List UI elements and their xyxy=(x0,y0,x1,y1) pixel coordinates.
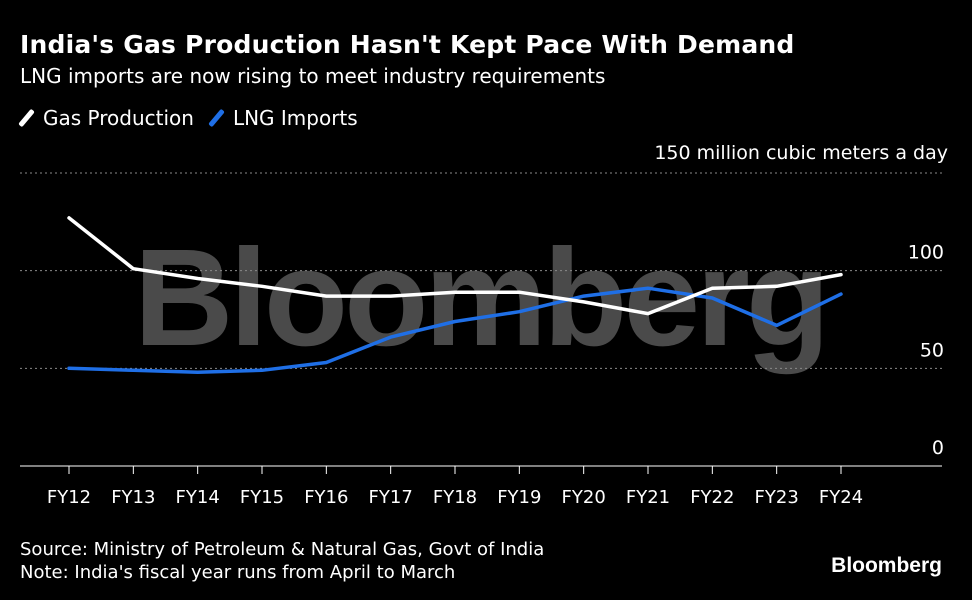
source-note: Source: Ministry of Petroleum & Natural … xyxy=(20,539,545,560)
y-tick-label-100: 100 xyxy=(908,242,944,264)
x-tick-label-FY17: FY17 xyxy=(369,487,413,508)
x-tick-label-FY15: FY15 xyxy=(240,487,284,508)
bloomberg-logo: Bloomberg xyxy=(831,554,942,577)
bloomberg-watermark: Bloomberg xyxy=(134,221,826,375)
legend-item-lng-imports: LNG Imports xyxy=(208,106,358,130)
x-tick-label-FY20: FY20 xyxy=(562,487,606,508)
x-tick-label-FY23: FY23 xyxy=(755,487,799,508)
series-line-lng-imports xyxy=(67,286,843,374)
chart-legend: Gas Production LNG Imports xyxy=(18,106,374,130)
legend-label-lng-imports: LNG Imports xyxy=(232,106,358,130)
y-tick-label-0: 0 xyxy=(932,437,944,459)
x-tick-label-FY22: FY22 xyxy=(690,487,734,508)
x-tick-label-FY12: FY12 xyxy=(47,487,91,508)
x-tick-label-FY18: FY18 xyxy=(433,487,477,508)
x-tick-label-FY14: FY14 xyxy=(176,487,220,508)
fiscal-year-note: Note: India's fiscal year runs from Apri… xyxy=(20,562,456,583)
y-axis-unit-label: 150 million cubic meters a day xyxy=(654,142,948,164)
series-line-gas-production xyxy=(67,216,843,316)
x-tick-label-FY24: FY24 xyxy=(819,487,863,508)
x-tick-label-FY21: FY21 xyxy=(626,487,670,508)
chart-subtitle: LNG imports are now rising to meet indus… xyxy=(20,64,606,88)
x-tick-label-FY13: FY13 xyxy=(111,487,155,508)
chart-footer: Source: Ministry of Petroleum & Natural … xyxy=(20,538,544,584)
legend-item-gas-production: Gas Production xyxy=(18,106,194,130)
x-tick-label-FY16: FY16 xyxy=(304,487,348,508)
chart-title: India's Gas Production Hasn't Kept Pace … xyxy=(20,30,795,59)
y-tick-label-50: 50 xyxy=(920,339,944,361)
legend-label-gas-production: Gas Production xyxy=(43,106,194,130)
x-tick-label-FY19: FY19 xyxy=(497,487,541,508)
